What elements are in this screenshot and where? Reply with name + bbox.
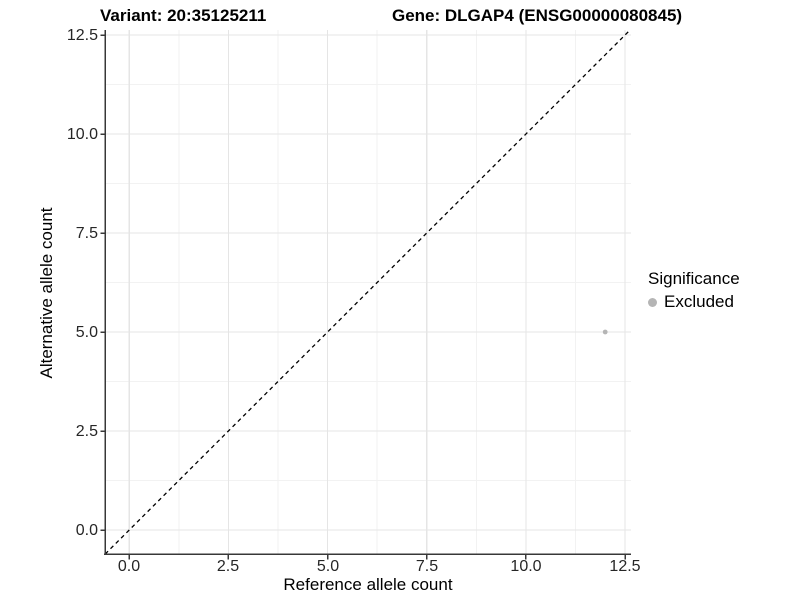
legend-title: Significance bbox=[648, 269, 740, 288]
minor-gridlines bbox=[105, 30, 631, 554]
y-tick-label: 10.0 bbox=[66, 125, 98, 143]
y-axis-title: Alternative allele count bbox=[37, 207, 56, 379]
y-tick-label: 7.5 bbox=[75, 224, 98, 242]
x-tick-label: 5.0 bbox=[316, 558, 340, 575]
x-tick-label: 7.5 bbox=[415, 558, 439, 575]
x-tick-label: 10.0 bbox=[510, 558, 542, 575]
x-tick-marks bbox=[128, 554, 626, 560]
y-tick-marks bbox=[100, 34, 105, 531]
legend-item-excluded: Excluded bbox=[646, 292, 740, 312]
x-tick-label: 0.0 bbox=[117, 558, 141, 575]
y-tick-label: 2.5 bbox=[75, 422, 98, 440]
legend: Significance Excluded bbox=[646, 269, 740, 312]
legend-item-label: Excluded bbox=[664, 292, 734, 311]
axis-lines bbox=[104, 30, 631, 555]
major-gridlines bbox=[105, 30, 631, 554]
legend-key-dot bbox=[648, 297, 657, 307]
plot-title-variant: Variant: 20:35125211 bbox=[100, 6, 267, 25]
identity-line bbox=[104, 29, 631, 555]
y-tick-label: 12.5 bbox=[66, 26, 98, 44]
plot-title-gene: Gene: DLGAP4 (ENSG00000080845) bbox=[392, 6, 683, 25]
x-axis-title: Reference allele count bbox=[283, 575, 453, 594]
y-tick-label: 0.0 bbox=[75, 521, 98, 539]
data-point-excluded bbox=[602, 329, 608, 335]
x-tick-label: 2.5 bbox=[216, 558, 240, 575]
y-tick-label: 5.0 bbox=[75, 323, 98, 341]
x-tick-label: 12.5 bbox=[609, 558, 641, 575]
